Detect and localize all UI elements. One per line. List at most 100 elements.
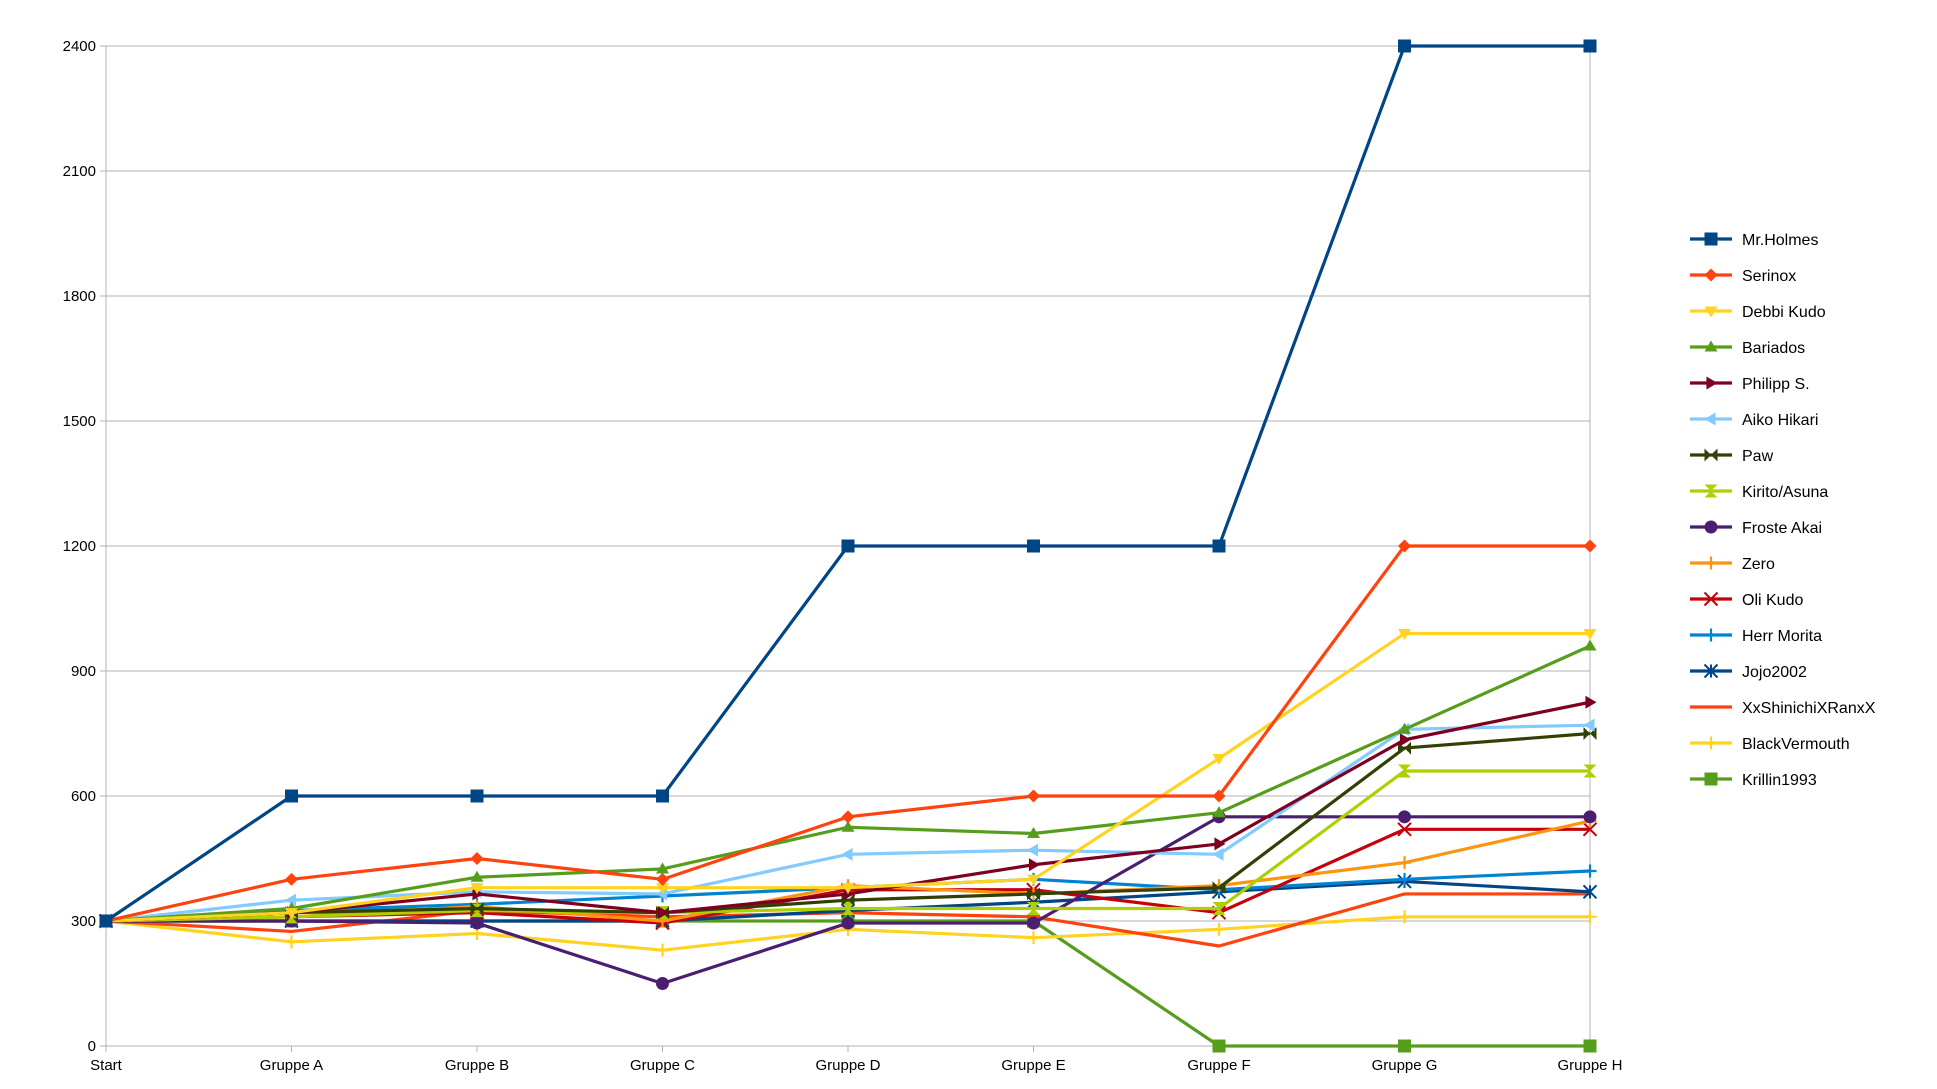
- point-marker: [1398, 628, 1411, 640]
- point-marker: [1704, 556, 1718, 570]
- legend: Mr.Holmes Serinox Debbi Kudo Bariados Philip…: [1690, 232, 1876, 789]
- point-marker: [1704, 448, 1718, 462]
- point-marker: [285, 789, 298, 803]
- point-marker: [1027, 843, 1039, 857]
- point-marker: [1583, 1039, 1597, 1053]
- legend-entry: Froste Akai: [1690, 520, 1822, 537]
- series-bariados: [99, 639, 1597, 926]
- point-marker: [1214, 837, 1226, 851]
- legend-label: Bariados: [1742, 340, 1805, 357]
- point-marker: [285, 893, 297, 907]
- point-marker: [1212, 847, 1224, 861]
- point-marker: [1212, 922, 1226, 936]
- y-tick-label: 0: [88, 1038, 96, 1055]
- point-marker: [1212, 902, 1226, 915]
- point-marker: [841, 847, 853, 861]
- x-tick-label: Gruppe C: [630, 1057, 695, 1074]
- series-lines: [98, 39, 1598, 1053]
- point-marker: [1398, 1039, 1411, 1053]
- point-marker: [99, 914, 113, 928]
- point-marker: [1704, 736, 1718, 750]
- point-marker: [1583, 718, 1595, 732]
- x-tick-label: Gruppe B: [445, 1057, 509, 1074]
- axes: 0 300 600 900 1200 1500 1800 2100 2400 Start Grupp…: [63, 38, 1623, 1074]
- y-tick-label: 300: [71, 913, 96, 930]
- point-marker: [1212, 539, 1226, 553]
- point-marker: [1027, 539, 1040, 553]
- legend-entry: Debbi Kudo: [1690, 304, 1826, 321]
- point-marker: [1583, 39, 1597, 53]
- point-marker: [1583, 910, 1597, 924]
- legend-entry: Kirito/Asuna: [1690, 484, 1828, 501]
- point-marker: [470, 916, 484, 930]
- y-tick-label: 1500: [63, 413, 96, 430]
- point-marker: [1704, 232, 1718, 246]
- legend-label: Krillin1993: [1742, 772, 1817, 789]
- series-line: [105, 44, 1590, 923]
- legend-label: XxShinichiXRanxX: [1742, 700, 1876, 717]
- point-marker: [1027, 931, 1040, 945]
- series-serinox: [99, 539, 1597, 928]
- point-marker: [1212, 789, 1226, 803]
- point-marker: [841, 820, 855, 832]
- legend-entry: Jojo2002: [1690, 663, 1807, 681]
- point-marker: [285, 935, 298, 949]
- x-tick-label: Gruppe H: [1557, 1057, 1622, 1074]
- point-marker: [1703, 591, 1719, 607]
- y-tick-label: 1200: [63, 538, 96, 555]
- point-marker: [1706, 376, 1718, 390]
- point-marker: [841, 539, 855, 553]
- legend-label: BlackVermouth: [1742, 736, 1850, 753]
- point-marker: [1212, 806, 1226, 818]
- point-marker: [1399, 733, 1411, 747]
- point-marker: [1582, 822, 1598, 837]
- y-tick-label: 2100: [63, 163, 96, 180]
- point-marker: [470, 870, 484, 882]
- legend-label: Philipp S.: [1742, 376, 1810, 393]
- point-marker: [841, 916, 855, 930]
- legend-entry: Herr Morita: [1690, 628, 1822, 645]
- point-marker: [470, 852, 484, 865]
- series-line: [105, 544, 1590, 923]
- point-marker: [1582, 884, 1598, 900]
- y-tick-label: 900: [71, 663, 96, 680]
- legend-label: Kirito/Asuna: [1742, 484, 1828, 501]
- y-tick-label: 1800: [63, 288, 96, 305]
- point-marker: [656, 862, 669, 874]
- point-marker: [1704, 772, 1718, 786]
- legend-label: Serinox: [1742, 268, 1796, 285]
- legend-label: Mr.Holmes: [1742, 232, 1818, 249]
- point-marker: [657, 906, 669, 920]
- point-marker: [1583, 639, 1597, 651]
- x-tick-label: Gruppe A: [260, 1057, 323, 1074]
- legend-label: Zero: [1742, 556, 1775, 573]
- legend-entry: Zero: [1690, 556, 1775, 573]
- point-marker: [1398, 856, 1411, 870]
- point-marker: [1027, 827, 1040, 839]
- point-marker: [656, 883, 669, 895]
- point-marker: [1212, 1039, 1226, 1053]
- legend-label: Aiko Hikari: [1742, 412, 1818, 429]
- legend-label: Herr Morita: [1742, 628, 1822, 645]
- point-marker: [1027, 789, 1040, 803]
- legend-entry: Oli Kudo: [1690, 591, 1803, 609]
- legend-label: Debbi Kudo: [1742, 304, 1826, 321]
- point-marker: [1398, 539, 1411, 553]
- point-marker: [1704, 306, 1718, 318]
- legend-entry: Mr.Holmes: [1690, 232, 1818, 249]
- legend-entry: Paw: [1690, 448, 1774, 465]
- legend-label: Paw: [1742, 448, 1774, 465]
- point-marker: [1027, 902, 1040, 915]
- point-marker: [285, 872, 298, 886]
- point-marker: [1585, 695, 1597, 709]
- point-marker: [470, 883, 484, 895]
- legend-entry: Serinox: [1690, 268, 1796, 285]
- point-marker: [1398, 872, 1411, 886]
- point-marker: [1704, 340, 1718, 352]
- point-marker: [1583, 764, 1597, 778]
- legend-entry: Krillin1993: [1690, 772, 1817, 789]
- point-marker: [1704, 268, 1718, 282]
- point-marker: [1583, 810, 1597, 824]
- series-mr-holmes: [99, 39, 1597, 928]
- x-tick-label: Gruppe G: [1372, 1057, 1438, 1074]
